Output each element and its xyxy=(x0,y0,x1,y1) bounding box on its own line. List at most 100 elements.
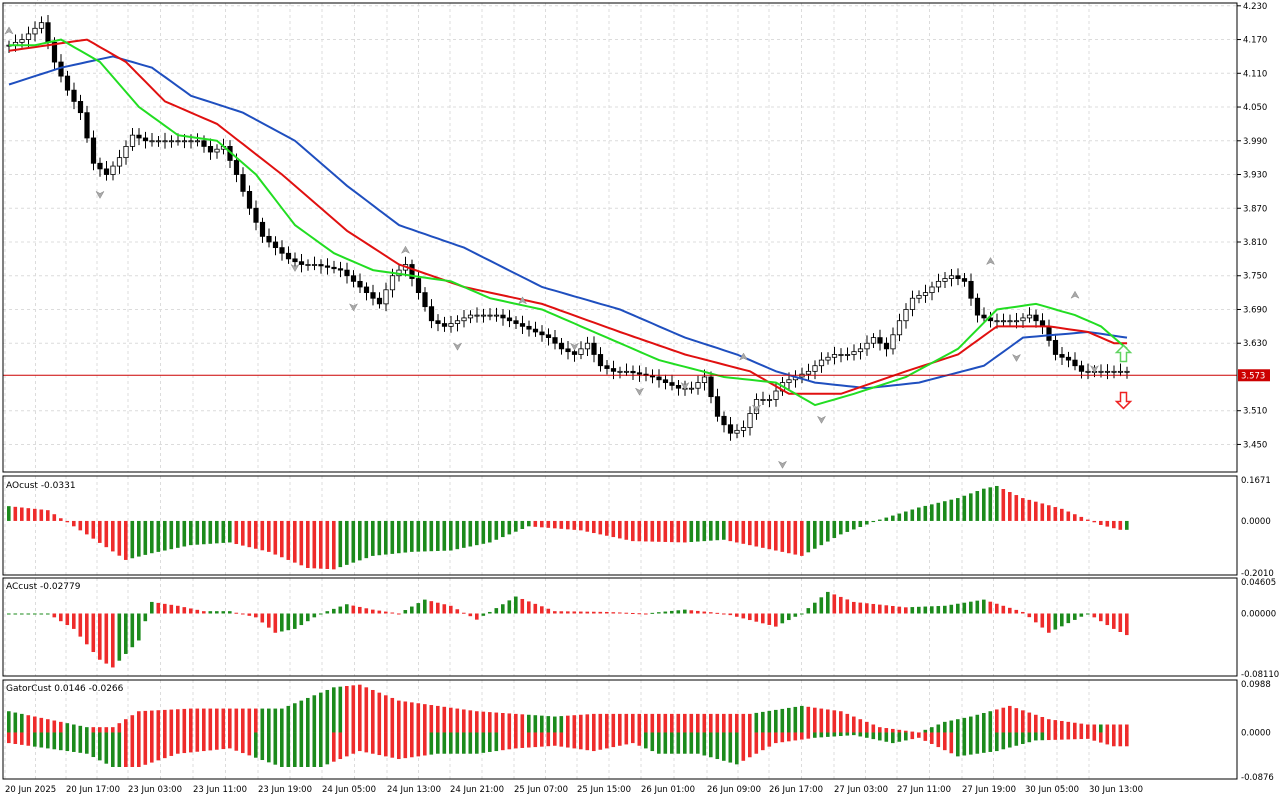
candle-body xyxy=(129,134,136,147)
gator-lower-bar xyxy=(507,732,512,750)
gator-upper-bar xyxy=(1118,724,1123,733)
ao-panel[interactable] xyxy=(7,485,1129,570)
gator-lower-bar xyxy=(923,732,928,741)
candle-body xyxy=(168,140,175,143)
gator-lower-bar xyxy=(195,732,200,752)
histogram-bar xyxy=(930,606,934,614)
gator-lower-bar xyxy=(735,732,739,765)
time-axis-label: 26 Jun 17:00 xyxy=(769,785,823,795)
candle-body xyxy=(916,295,922,299)
gator-lower-bar xyxy=(865,732,869,738)
candle-body xyxy=(1124,370,1130,373)
gator-lower-bar xyxy=(793,732,798,741)
candle xyxy=(552,330,558,350)
histogram-bar xyxy=(657,520,661,542)
candle-body xyxy=(974,297,981,316)
candle xyxy=(51,37,58,70)
histogram-bar xyxy=(273,613,278,633)
candle xyxy=(935,273,942,293)
candle-body xyxy=(708,376,714,398)
histogram-bar xyxy=(20,507,24,521)
histogram-bar xyxy=(689,520,694,543)
candle xyxy=(961,272,968,287)
gator-upper-bar xyxy=(923,729,928,733)
candle-body xyxy=(604,365,610,369)
histogram-bar xyxy=(377,520,382,556)
gator-panel[interactable] xyxy=(7,684,1129,767)
candle-body xyxy=(1065,356,1072,361)
histogram-bar xyxy=(949,604,954,614)
candle-body xyxy=(1098,370,1104,373)
gator-lower-bar xyxy=(20,732,24,745)
gator-lower-bar xyxy=(319,732,323,767)
histogram-bar xyxy=(774,613,778,627)
histogram-bar xyxy=(527,601,531,614)
histogram-bar xyxy=(741,613,746,619)
candle xyxy=(721,411,727,433)
gator-lower-bar xyxy=(332,732,336,762)
candle xyxy=(383,282,389,312)
candle-body xyxy=(383,289,389,305)
alligator-jaw-line xyxy=(8,55,1128,390)
histogram-bar xyxy=(442,604,447,614)
histogram-bar xyxy=(143,520,148,555)
histogram-bar xyxy=(1099,520,1103,525)
gator-lower-bar xyxy=(163,732,167,759)
candle-body xyxy=(773,390,779,400)
gator-lower-bar xyxy=(579,732,583,750)
gator-upper-bar xyxy=(111,727,115,733)
histogram-bar xyxy=(104,613,109,664)
histogram-bar xyxy=(1086,519,1090,521)
candle-body xyxy=(1059,354,1065,358)
candle-body xyxy=(714,396,721,417)
ac-panel[interactable] xyxy=(7,591,1129,668)
gator-upper-bar xyxy=(839,711,843,733)
histogram-bar xyxy=(52,514,57,521)
gator-lower-bar xyxy=(410,732,414,758)
candle xyxy=(1085,363,1091,380)
candle-body xyxy=(162,140,168,143)
gator-upper-bar xyxy=(819,708,824,733)
histogram-bar xyxy=(111,520,115,552)
candle xyxy=(909,290,916,317)
fractal-up-marker xyxy=(985,256,996,266)
gator-lower-bar xyxy=(130,732,135,767)
gator-lower-bar xyxy=(533,732,538,748)
gator-lower-bar xyxy=(598,732,603,750)
histogram-bar xyxy=(793,613,798,617)
candle xyxy=(97,157,103,177)
gator-upper-bar xyxy=(936,724,941,733)
gator-lower-bar xyxy=(202,732,206,752)
gator-lower-bar xyxy=(397,732,401,760)
gator-upper-bar xyxy=(533,715,538,733)
candle-body xyxy=(480,314,487,317)
histogram-bar xyxy=(1008,607,1012,614)
histogram-bar xyxy=(637,520,642,542)
histogram-bar xyxy=(1086,613,1090,615)
histogram-bar xyxy=(384,611,388,614)
candle xyxy=(1052,333,1059,361)
histogram-bar xyxy=(137,520,141,557)
gator-upper-bar xyxy=(956,719,960,733)
candle-body xyxy=(688,387,695,390)
histogram-bar xyxy=(1053,613,1058,630)
price-axis-label: 3.810 xyxy=(1243,238,1267,248)
histogram-bar xyxy=(592,520,596,534)
candle xyxy=(877,329,883,351)
candle xyxy=(883,337,890,357)
price-panel[interactable] xyxy=(3,0,1237,469)
price-axis-label: 4.110 xyxy=(1243,69,1267,79)
gator-lower-bar xyxy=(852,732,856,736)
candle-body xyxy=(1046,325,1052,341)
histogram-bar xyxy=(832,520,837,538)
histogram-bar xyxy=(631,612,635,614)
gator-upper-bar xyxy=(1099,724,1103,733)
histogram-bar xyxy=(1092,520,1097,523)
fractal-down-marker xyxy=(95,190,105,199)
gator-lower-bar xyxy=(78,732,83,753)
histogram-bar xyxy=(247,613,252,616)
candle-body xyxy=(1033,314,1039,322)
gator-lower-bar xyxy=(241,732,245,754)
